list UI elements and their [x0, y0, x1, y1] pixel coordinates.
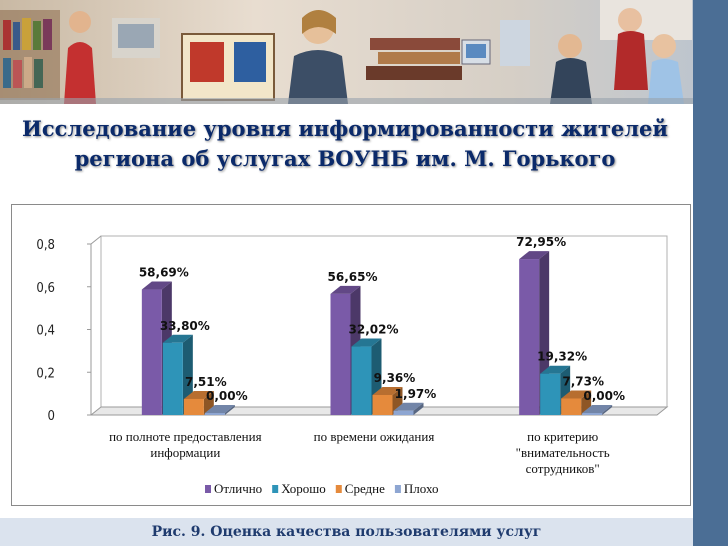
legend-label: Плохо [404, 481, 439, 496]
legend-label: Хорошо [281, 481, 326, 496]
bar-top [372, 386, 403, 395]
bar-top [141, 281, 172, 290]
legend-swatch [335, 485, 342, 493]
y-tick-label: 0,8 [36, 238, 55, 253]
x-category-label: по времени ожидания [314, 429, 435, 444]
bar-top [582, 405, 613, 413]
legend-label: Отлично [214, 481, 262, 496]
bar-side [413, 402, 424, 415]
data-label: 56,65% [328, 270, 378, 284]
data-label: 0,00% [206, 389, 248, 403]
legend-label: Средне [345, 481, 385, 496]
data-label: 32,02% [349, 323, 399, 337]
bar-Плохо [393, 410, 414, 415]
bar-top [519, 251, 550, 260]
bar-Отлично [330, 293, 351, 415]
y-tick-label: 0,2 [36, 366, 55, 381]
x-category-label: по критерию [527, 429, 598, 444]
caption-bar: Рис. 9. Оценка качества пользователями у… [0, 518, 693, 546]
bar-Плохо [582, 413, 603, 415]
chart-frame: 0 0,2 0,4 0,6 0,8 58,69% 56,65% 72,95% 33,80% 32,… [11, 204, 691, 506]
bar-top [561, 390, 592, 399]
data-label: 58,69% [139, 266, 189, 280]
figure-caption: Рис. 9. Оценка качества пользователями у… [151, 524, 542, 540]
bar-top [540, 365, 571, 374]
bar-Отлично [141, 289, 162, 415]
bar-Хорошо [162, 342, 183, 415]
legend-swatch [272, 485, 279, 493]
y-tick-label: 0,6 [36, 281, 55, 296]
page-title: Исследование уровня информированности жи… [22, 116, 668, 171]
y-tick-label: 0,4 [36, 324, 55, 339]
x-category-label: сотрудников" [526, 461, 600, 476]
bar-top [183, 390, 214, 399]
right-decorative-bar [693, 0, 728, 546]
x-category-label: "внимательность [516, 445, 610, 460]
bar-top [330, 285, 361, 294]
bar-chart-plot: 0 0,2 0,4 0,6 0,8 58,69% 56,65% 72,95% 33,80% 32,… [36, 235, 669, 476]
legend-swatch [394, 485, 401, 493]
x-category-label: по полноте предоставления [109, 429, 261, 444]
bar-side [602, 405, 613, 415]
legend-swatch [205, 485, 211, 493]
data-label: 7,73% [562, 374, 604, 388]
data-label: 1,97% [395, 387, 437, 401]
data-label: 19,32% [537, 350, 587, 364]
data-label: 9,36% [374, 371, 416, 385]
data-label: 7,51% [185, 375, 227, 389]
bar-Хорошо [540, 373, 561, 415]
bar-Средне [561, 398, 582, 415]
bar-Хорошо [351, 346, 372, 415]
bar-top [351, 338, 382, 347]
bar-side [224, 405, 235, 415]
y-tick-label: 0 [48, 409, 55, 424]
data-label: 72,95% [516, 235, 566, 249]
y-axis-depth-line [90, 235, 102, 245]
bar-Средне [183, 398, 204, 415]
data-label: 33,80% [160, 319, 210, 333]
bar-top [162, 334, 193, 343]
header-photo-banner [0, 0, 728, 104]
bar-top [204, 405, 235, 413]
bar-Средне [372, 394, 393, 415]
data-label: 0,00% [583, 389, 625, 403]
bar-Отлично [519, 259, 540, 415]
bar-top [393, 402, 424, 411]
x-category-label: информации [150, 445, 220, 460]
chart-legend: Отлично Хорошо Средне Плохо [205, 481, 438, 496]
bar-Плохо [204, 413, 225, 415]
